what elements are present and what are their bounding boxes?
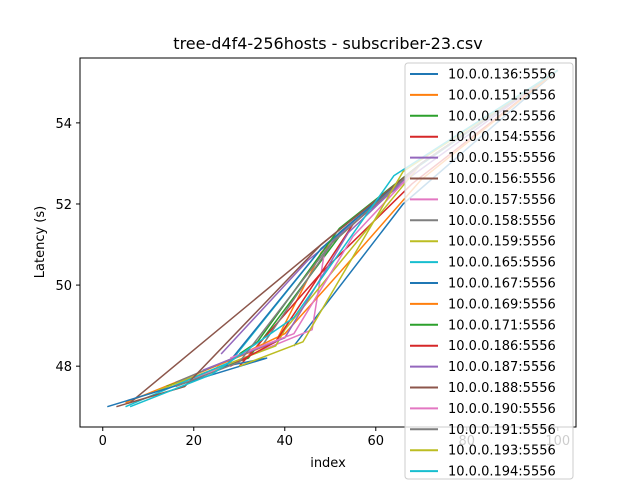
chart-title: tree-d4f4-256hosts - subscriber-23.csv bbox=[173, 34, 482, 53]
legend-entry: 10.0.0.156:5556 bbox=[448, 172, 556, 187]
x-tick-label: 0 bbox=[99, 434, 107, 449]
y-axis-label: Latency (s) bbox=[33, 206, 48, 278]
x-axis-label: index bbox=[310, 456, 346, 471]
legend-entry: 10.0.0.194:5556 bbox=[448, 465, 556, 480]
legend-entry: 10.0.0.154:5556 bbox=[448, 130, 556, 145]
legend-entry: 10.0.0.186:5556 bbox=[448, 339, 556, 354]
legend-entry: 10.0.0.157:5556 bbox=[448, 193, 556, 208]
x-tick-label: 40 bbox=[276, 434, 293, 449]
y-axis: 48 50 52 54 bbox=[55, 117, 80, 375]
legend-entry: 10.0.0.169:5556 bbox=[448, 297, 556, 312]
legend-entry: 10.0.0.171:5556 bbox=[448, 318, 556, 333]
legend-entry: 10.0.0.155:5556 bbox=[448, 151, 556, 166]
plot-area bbox=[79, 57, 577, 428]
legend-entry: 10.0.0.158:5556 bbox=[448, 214, 556, 229]
legend-entry: 10.0.0.136:5556 bbox=[448, 68, 556, 83]
y-tick-label: 48 bbox=[55, 360, 72, 375]
y-tick-label: 52 bbox=[55, 198, 72, 213]
y-tick-label: 54 bbox=[55, 117, 72, 132]
legend-entry: 10.0.0.193:5556 bbox=[448, 444, 556, 459]
legend-entry: 10.0.0.152:5556 bbox=[448, 109, 556, 124]
y-tick-label: 50 bbox=[55, 279, 72, 294]
legend-entry: 10.0.0.159:5556 bbox=[448, 235, 556, 250]
legend-entry: 10.0.0.187:5556 bbox=[448, 360, 556, 375]
legend-entry: 10.0.0.165:5556 bbox=[448, 256, 556, 271]
legend-entry: 10.0.0.191:5556 bbox=[448, 423, 556, 438]
legend-entry: 10.0.0.188:5556 bbox=[448, 381, 556, 396]
legend-box bbox=[404, 62, 574, 480]
legend-entry: 10.0.0.167:5556 bbox=[448, 277, 556, 292]
legend: 10.0.0.136:5556 10.0.0.151:5556 10.0.0.152… bbox=[404, 62, 574, 480]
legend-entry: 10.0.0.190:5556 bbox=[448, 402, 556, 417]
legend-entry: 10.0.0.151:5556 bbox=[448, 88, 556, 103]
x-tick-label: 20 bbox=[185, 434, 202, 449]
x-tick-label: 60 bbox=[368, 434, 385, 449]
